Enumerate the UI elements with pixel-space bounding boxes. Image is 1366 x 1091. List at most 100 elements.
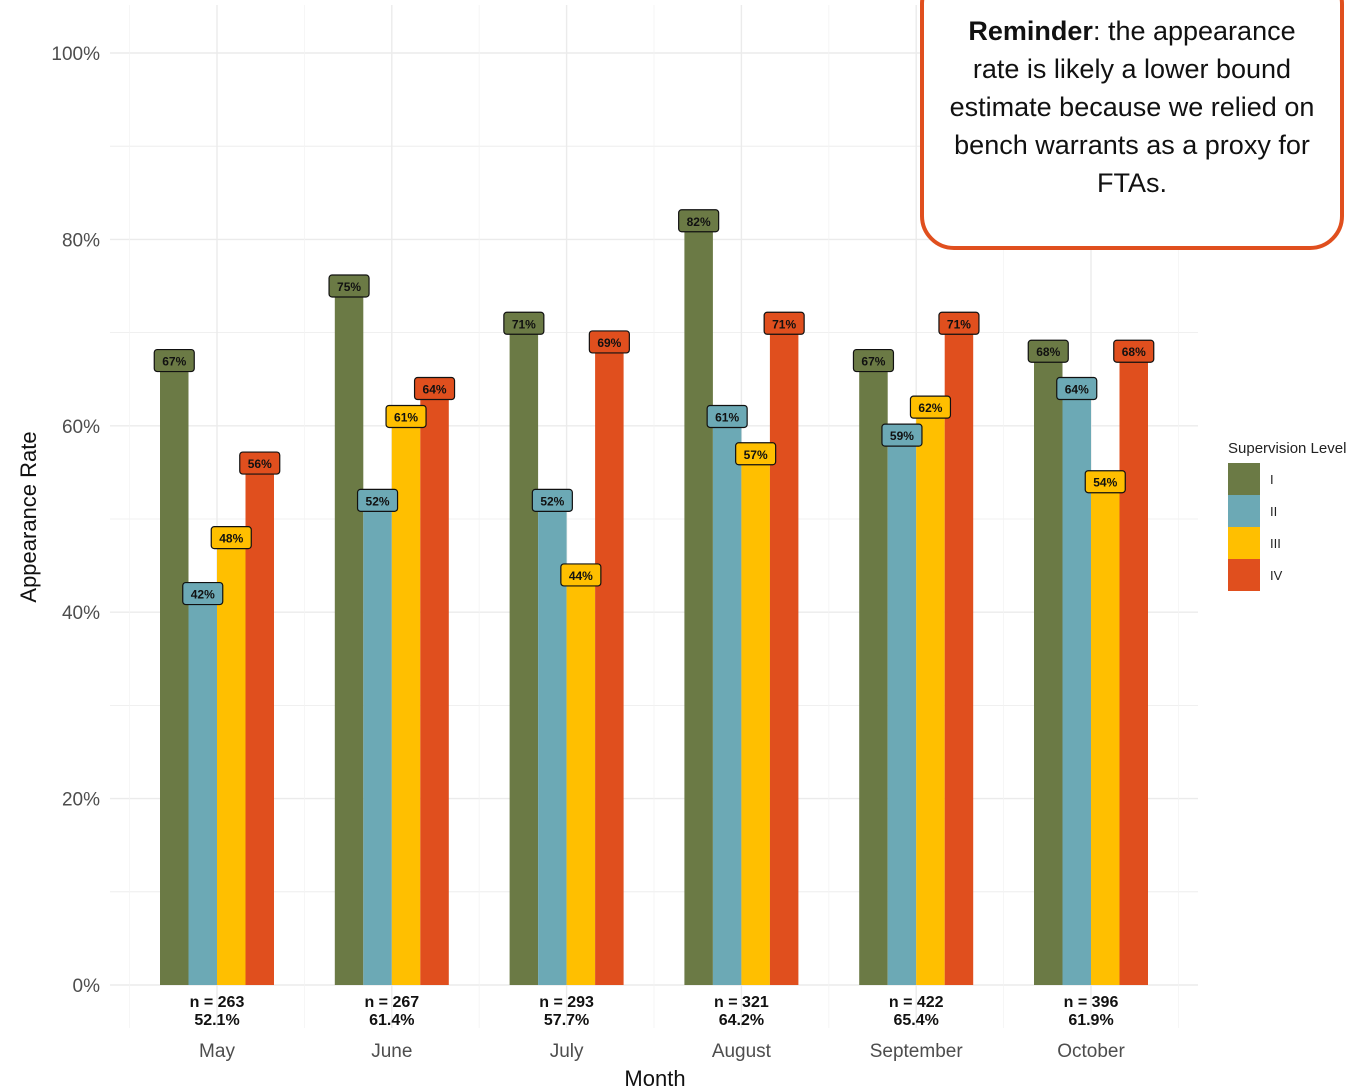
data-label-text: 69%: [597, 336, 621, 350]
data-labels: 67% 42% 48% 56% 75% 52% 61% 64% 71% 52% 44% 69% 82% 6…: [153, 209, 1155, 606]
y-tick-label: 20%: [62, 790, 100, 811]
x-tick-label: June: [371, 1041, 412, 1062]
legend: Supervision Level I II III IV: [1228, 440, 1346, 591]
data-label-text: 71%: [772, 317, 796, 331]
data-label-box: [182, 581, 224, 606]
n-label: n = 422: [889, 994, 944, 1011]
y-tick-label: 60%: [62, 417, 100, 438]
reminder-bold: Reminder: [968, 16, 1093, 46]
data-label-text: 71%: [512, 317, 536, 331]
data-label: 71%: [763, 311, 805, 335]
data-label-box: [938, 311, 980, 335]
legend-key: [1228, 463, 1260, 495]
y-tick-label: 80%: [62, 230, 100, 251]
data-label-text: 44%: [569, 569, 593, 583]
y-axis-title: Appearance Rate: [16, 431, 41, 602]
data-label: 52%: [356, 488, 399, 512]
data-label-box: [678, 209, 720, 233]
bar-III-july: [566, 574, 596, 985]
data-label-box: [881, 423, 923, 447]
data-label: 61%: [385, 404, 427, 429]
bar-II-september: [887, 435, 917, 985]
data-label-text: 52%: [366, 494, 390, 508]
data-label: 69%: [588, 330, 630, 354]
data-label-box: [1113, 339, 1155, 363]
data-label-text: 62%: [918, 401, 942, 415]
bar-II-may: [188, 593, 217, 985]
data-label: 68%: [1027, 339, 1069, 363]
overall-rate-label: 65.4%: [894, 1012, 939, 1029]
data-label: 82%: [678, 209, 720, 233]
x-tick-label: July: [550, 1041, 584, 1062]
legend-label: I: [1270, 471, 1274, 487]
reminder-text: : the appearance rate is likely a lower …: [949, 16, 1315, 198]
data-label: 61%: [706, 404, 748, 429]
data-label: 64%: [1056, 376, 1098, 401]
legend-items: I II III IV: [1228, 463, 1346, 591]
data-label-text: 68%: [1036, 345, 1060, 359]
reminder-callout: Reminder: the appearance rate is likely …: [920, 0, 1344, 250]
bar-IV-october: [1119, 351, 1148, 985]
overall-rate-label: 61.4%: [369, 1012, 414, 1029]
overall-rate-label: 57.7%: [544, 1012, 589, 1029]
data-label-text: 61%: [394, 410, 418, 424]
data-label-text: 68%: [1122, 345, 1146, 359]
data-label: 62%: [909, 395, 952, 419]
bar-III-october: [1091, 481, 1120, 985]
data-label-box: [210, 526, 252, 550]
n-label: n = 263: [190, 994, 245, 1011]
bar-I-june: [334, 286, 364, 985]
data-label: 67%: [852, 348, 895, 373]
bar-I-august: [684, 220, 713, 985]
data-label-box: [560, 563, 602, 587]
data-label-box: [356, 488, 399, 512]
n-label: n = 293: [539, 994, 594, 1011]
bar-IV-september: [944, 323, 974, 985]
bar-IV-august: [769, 323, 799, 985]
data-label-text: 59%: [890, 429, 914, 443]
data-label-text: 75%: [337, 280, 361, 294]
data-label: 75%: [328, 274, 370, 298]
data-label-text: 57%: [744, 448, 768, 462]
data-label: 57%: [735, 442, 777, 466]
data-label: 56%: [239, 451, 281, 475]
data-label-box: [153, 348, 195, 373]
data-label: 71%: [938, 311, 980, 335]
data-label-box: [1056, 376, 1098, 401]
legend-key: [1228, 559, 1260, 591]
data-label-box: [763, 311, 805, 335]
data-label-box: [328, 274, 370, 298]
legend-item-III: III: [1228, 527, 1346, 559]
y-tick-label: 0%: [73, 976, 101, 997]
data-label: 71%: [503, 311, 545, 335]
data-label-box: [588, 330, 630, 354]
bar-I-july: [509, 323, 539, 985]
data-label-box: [909, 395, 952, 419]
bar-II-august: [712, 416, 742, 986]
bar-IV-june: [420, 388, 449, 985]
data-label-box: [735, 442, 777, 466]
bar-III-august: [741, 453, 770, 985]
overall-rate-label: 61.9%: [1068, 1012, 1113, 1029]
data-label: 44%: [560, 563, 602, 587]
data-label: 54%: [1084, 470, 1126, 494]
data-label-text: 71%: [947, 317, 971, 331]
x-tick-label: September: [870, 1041, 964, 1062]
bar-IV-may: [245, 463, 274, 986]
bars: [160, 220, 1148, 986]
data-label-text: 67%: [162, 355, 186, 369]
data-label-text: 64%: [423, 383, 447, 397]
legend-label: IV: [1270, 567, 1283, 583]
bar-I-may: [160, 360, 189, 985]
legend-label: II: [1270, 503, 1278, 519]
n-label: n = 396: [1064, 994, 1119, 1011]
y-tick-label: 40%: [62, 603, 100, 624]
y-tick-label: 100%: [51, 44, 100, 65]
overall-rate-label: 64.2%: [719, 1012, 764, 1029]
legend-key: [1228, 527, 1260, 559]
data-label-text: 61%: [715, 410, 739, 424]
x-axis-title: Month: [624, 1066, 685, 1091]
data-label-text: 42%: [191, 588, 215, 602]
axes: Appearance Rate Month 0% 20% 40% 60% 80% 100%…: [16, 44, 1125, 1091]
bar-IV-july: [595, 341, 624, 985]
